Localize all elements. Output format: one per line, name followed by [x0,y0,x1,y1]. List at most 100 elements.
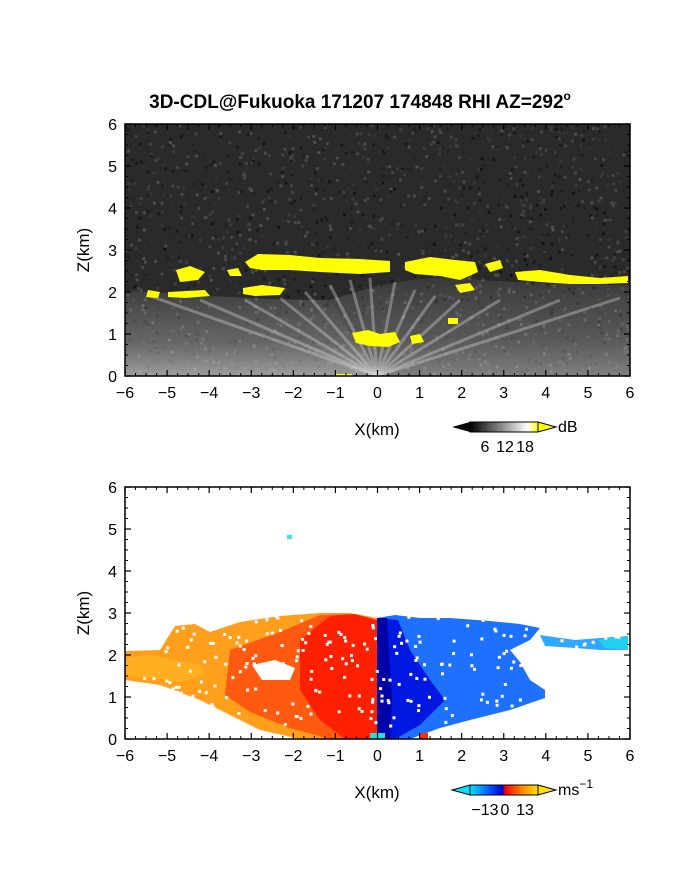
colorbar-tick-label: 6 [481,439,490,456]
noise-pixel [505,259,509,263]
speckle-gap [194,708,198,712]
noise-pixel [313,171,317,175]
noise-pixel [597,130,601,134]
speckle-gap [351,644,355,647]
noise-pixel [426,127,430,131]
clutter-ray [279,296,378,376]
speckle-gap [578,657,582,661]
noise-pixel [138,142,142,146]
noise-pixel [590,201,594,205]
speckle-gap [397,682,401,686]
noise-pixel [483,253,487,257]
noise-pixel [484,223,488,227]
noise-pixel [595,214,599,217]
noise-pixel [443,164,447,168]
noise-pixel [231,256,234,260]
speckle-gap [379,687,383,691]
noise-pixel [522,252,526,256]
speckle-gap [480,637,484,641]
noise-pixel [318,224,321,228]
y-tick-label: 4 [108,201,117,218]
noise-pixel [267,154,271,158]
noise-pixel [528,247,532,251]
noise-pixel [521,144,525,148]
noise-pixel [364,228,368,232]
speckle-gap [397,634,401,638]
noise-pixel [487,210,491,214]
noise-pixel [611,173,615,177]
noise-pixel [135,278,139,282]
speckle-gap [450,714,454,718]
noise-pixel [185,260,188,264]
speckle-gap [210,702,214,706]
noise-pixel [499,270,503,274]
noise-pixel [380,217,384,221]
noise-pixel [258,276,262,280]
speckle-gap [549,692,552,696]
noise-pixel [290,202,294,206]
noise-pixel [238,233,242,237]
noise-pixel [522,204,526,208]
x-tick-label: −2 [284,748,302,765]
noise-pixel [525,131,529,135]
speckle-gap [254,687,258,691]
noise-pixel [376,284,380,288]
noise-pixel [239,190,243,194]
noise-pixel [415,129,419,133]
noise-pixel [288,135,291,139]
noise-pixel [332,162,336,166]
noise-pixel [610,201,614,205]
speckle-gap [542,724,546,728]
noise-pixel [497,203,501,207]
noise-pixel [553,151,557,154]
noise-pixel [149,192,153,196]
noise-pixel [482,181,486,184]
colorbar-over-arrow [537,421,558,433]
noise-pixel [214,145,218,149]
speckle-gap [170,688,174,692]
noise-pixel [311,207,315,211]
noise-pixel [516,230,520,234]
noise-pixel [549,126,553,130]
noise-pixel [449,233,453,237]
noise-pixel [621,258,625,262]
noise-pixel [136,223,140,226]
noise-pixel [618,271,622,275]
speckle-gap [561,714,565,718]
noise-pixel [297,221,301,224]
y-tick-label: 3 [108,606,117,623]
noise-pixel [190,237,194,240]
noise-pixel [245,166,249,170]
speckle-gap [251,656,255,660]
noise-pixel [287,240,291,244]
noise-pixel [587,188,591,192]
noise-pixel [413,194,417,198]
noise-pixel [194,132,198,136]
noise-pixel [356,152,360,156]
noise-pixel [253,191,257,195]
noise-pixel [443,189,447,193]
noise-pixel [167,143,171,147]
noise-pixel [557,250,561,254]
speckle-gap [542,632,546,636]
noise-pixel [570,139,574,143]
noise-pixel [203,216,207,220]
speckle-gap [337,630,341,634]
noise-pixel [441,223,445,227]
noise-pixel [262,208,266,211]
noise-pixel [313,292,317,296]
noise-pixel [171,235,175,239]
noise-pixel [600,258,604,262]
noise-pixel [299,233,303,237]
noise-pixel [464,230,467,234]
noise-pixel [545,164,549,168]
speckle-gap [155,713,159,717]
noise-pixel [220,159,224,163]
speckle-gap [231,676,235,680]
noise-pixel [209,163,213,167]
noise-pixel [413,157,417,161]
x-tick-label: 4 [541,385,550,402]
noise-pixel [564,236,568,240]
colorbar-over-arrow [537,784,558,796]
noise-pixel [455,200,459,204]
